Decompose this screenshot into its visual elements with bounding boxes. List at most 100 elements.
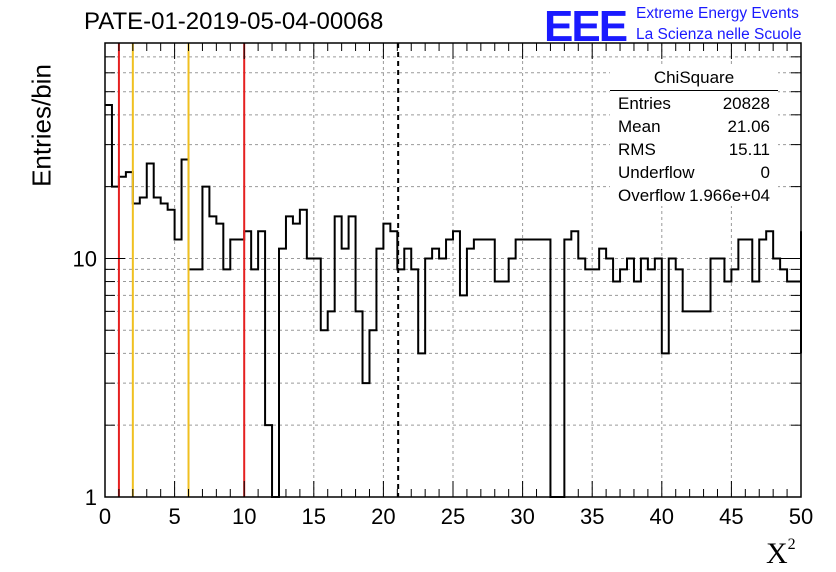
- histogram-bin: [314, 258, 321, 497]
- histogram-bin: [376, 249, 383, 497]
- histogram-bin: [787, 282, 794, 497]
- histogram-bin: [578, 258, 585, 497]
- histogram-bin: [509, 258, 516, 497]
- histogram-bin: [363, 383, 370, 497]
- histogram-bin: [390, 231, 397, 497]
- histogram-bin: [613, 282, 620, 497]
- histogram-bin: [342, 249, 349, 497]
- histogram-bin: [230, 240, 237, 497]
- histogram-bin: [293, 224, 300, 497]
- x-tick-label: 40: [650, 504, 674, 529]
- x-tick-label: 15: [302, 504, 326, 529]
- histogram-bin: [202, 187, 209, 497]
- histogram-bars: [105, 103, 802, 498]
- stats-box: ChiSquare Entries 20828 Mean 21.06 RMS 1…: [610, 66, 778, 206]
- histogram-bin: [627, 258, 634, 497]
- stats-key-mean: Mean: [618, 117, 661, 136]
- histogram-bin: [495, 282, 502, 497]
- histogram-outline: [105, 103, 802, 498]
- axes: [104, 42, 802, 498]
- x-tick-labels: 0 5 10 15 20 25 30 35 40 45 50: [99, 504, 813, 529]
- histogram-bin: [460, 295, 467, 497]
- x-tick-label: 5: [168, 504, 180, 529]
- stats-divider: [610, 90, 778, 91]
- histogram-bin: [669, 258, 676, 497]
- histogram-bin: [328, 311, 335, 497]
- stats-key-rms: RMS: [618, 140, 656, 159]
- x-tick-label: 45: [719, 504, 743, 529]
- stats-key-entries: Entries: [618, 94, 671, 113]
- histogram-bin: [467, 249, 474, 497]
- stats-value-mean: 21.06: [727, 117, 770, 136]
- histogram-bin: [432, 249, 439, 497]
- histogram-bin: [383, 224, 390, 497]
- stats-key-overflow: Overflow: [618, 186, 686, 205]
- histogram-bin: [446, 240, 453, 497]
- histogram-bin: [738, 240, 745, 497]
- y-axis-label: Entries/bin: [26, 64, 57, 187]
- histogram-bin: [237, 240, 244, 497]
- histogram-bin: [655, 258, 662, 497]
- histogram-bin: [523, 240, 530, 497]
- x-tick-label: 20: [371, 504, 395, 529]
- histogram-bin: [690, 311, 697, 497]
- stats-header: ChiSquare: [653, 68, 735, 87]
- histogram-bin: [356, 311, 363, 497]
- histogram-bin: [258, 231, 265, 497]
- y-tick-label: 10: [73, 246, 97, 271]
- logo-mark: EEE: [544, 2, 628, 51]
- stats-value-overflow: 1.966e+04: [689, 186, 770, 205]
- logo-line-2: La Scienza nelle Scuole: [636, 26, 802, 43]
- histogram-bin: [453, 231, 460, 497]
- histogram-bin: [161, 203, 168, 497]
- histogram-bin: [112, 187, 119, 497]
- histogram-bin: [564, 240, 571, 497]
- histogram-bin: [537, 240, 544, 497]
- histogram-bin: [724, 282, 731, 497]
- histogram-bin: [369, 330, 376, 497]
- histogram-bin: [745, 240, 752, 497]
- histogram-bin: [439, 258, 446, 497]
- histogram-bin: [794, 282, 801, 497]
- stats-key-underflow: Underflow: [618, 163, 695, 182]
- x-tick-label: 50: [789, 504, 813, 529]
- y-tick-labels: 1 10: [73, 246, 97, 510]
- histogram-bin: [516, 240, 523, 497]
- histogram-bin: [216, 224, 223, 497]
- x-tick-label: 25: [441, 504, 465, 529]
- histogram-bin: [140, 198, 147, 497]
- x-axis-label: X2: [766, 536, 796, 570]
- marker-lines: [117, 43, 400, 497]
- histogram-bin: [599, 249, 606, 497]
- x-tick-label: 0: [99, 504, 111, 529]
- histogram-bin: [571, 231, 578, 497]
- histogram-bin: [154, 198, 161, 497]
- histogram-bin: [105, 105, 112, 497]
- histogram-bin: [307, 258, 314, 497]
- stats-value-entries: 20828: [722, 94, 770, 113]
- histogram-bin: [488, 240, 495, 497]
- histogram-bin: [530, 240, 537, 497]
- stats-value-underflow: 0: [760, 163, 770, 182]
- histogram-bin: [404, 249, 411, 497]
- histogram-bin: [759, 240, 766, 497]
- histogram-bin: [175, 240, 182, 497]
- histogram-bin: [766, 231, 773, 497]
- histogram-bin: [717, 258, 724, 497]
- histogram-bin: [425, 258, 432, 497]
- x-tick-label: 30: [510, 504, 534, 529]
- histogram-bin: [683, 311, 690, 497]
- histogram-bin: [126, 172, 133, 497]
- histogram-bin: [697, 311, 704, 497]
- chart-title: PATE-01-2019-05-04-00068: [84, 8, 384, 35]
- x-tick-label: 35: [580, 504, 604, 529]
- histogram-bin: [133, 203, 140, 497]
- histogram-bin: [481, 240, 488, 497]
- x-tick-label: 10: [232, 504, 256, 529]
- histogram-bin: [182, 159, 189, 497]
- histogram-bin: [711, 258, 718, 497]
- histogram-bin: [634, 282, 641, 497]
- stats-value-rms: 15.11: [728, 140, 770, 159]
- logo-line-1: Extreme Energy Events: [636, 5, 799, 22]
